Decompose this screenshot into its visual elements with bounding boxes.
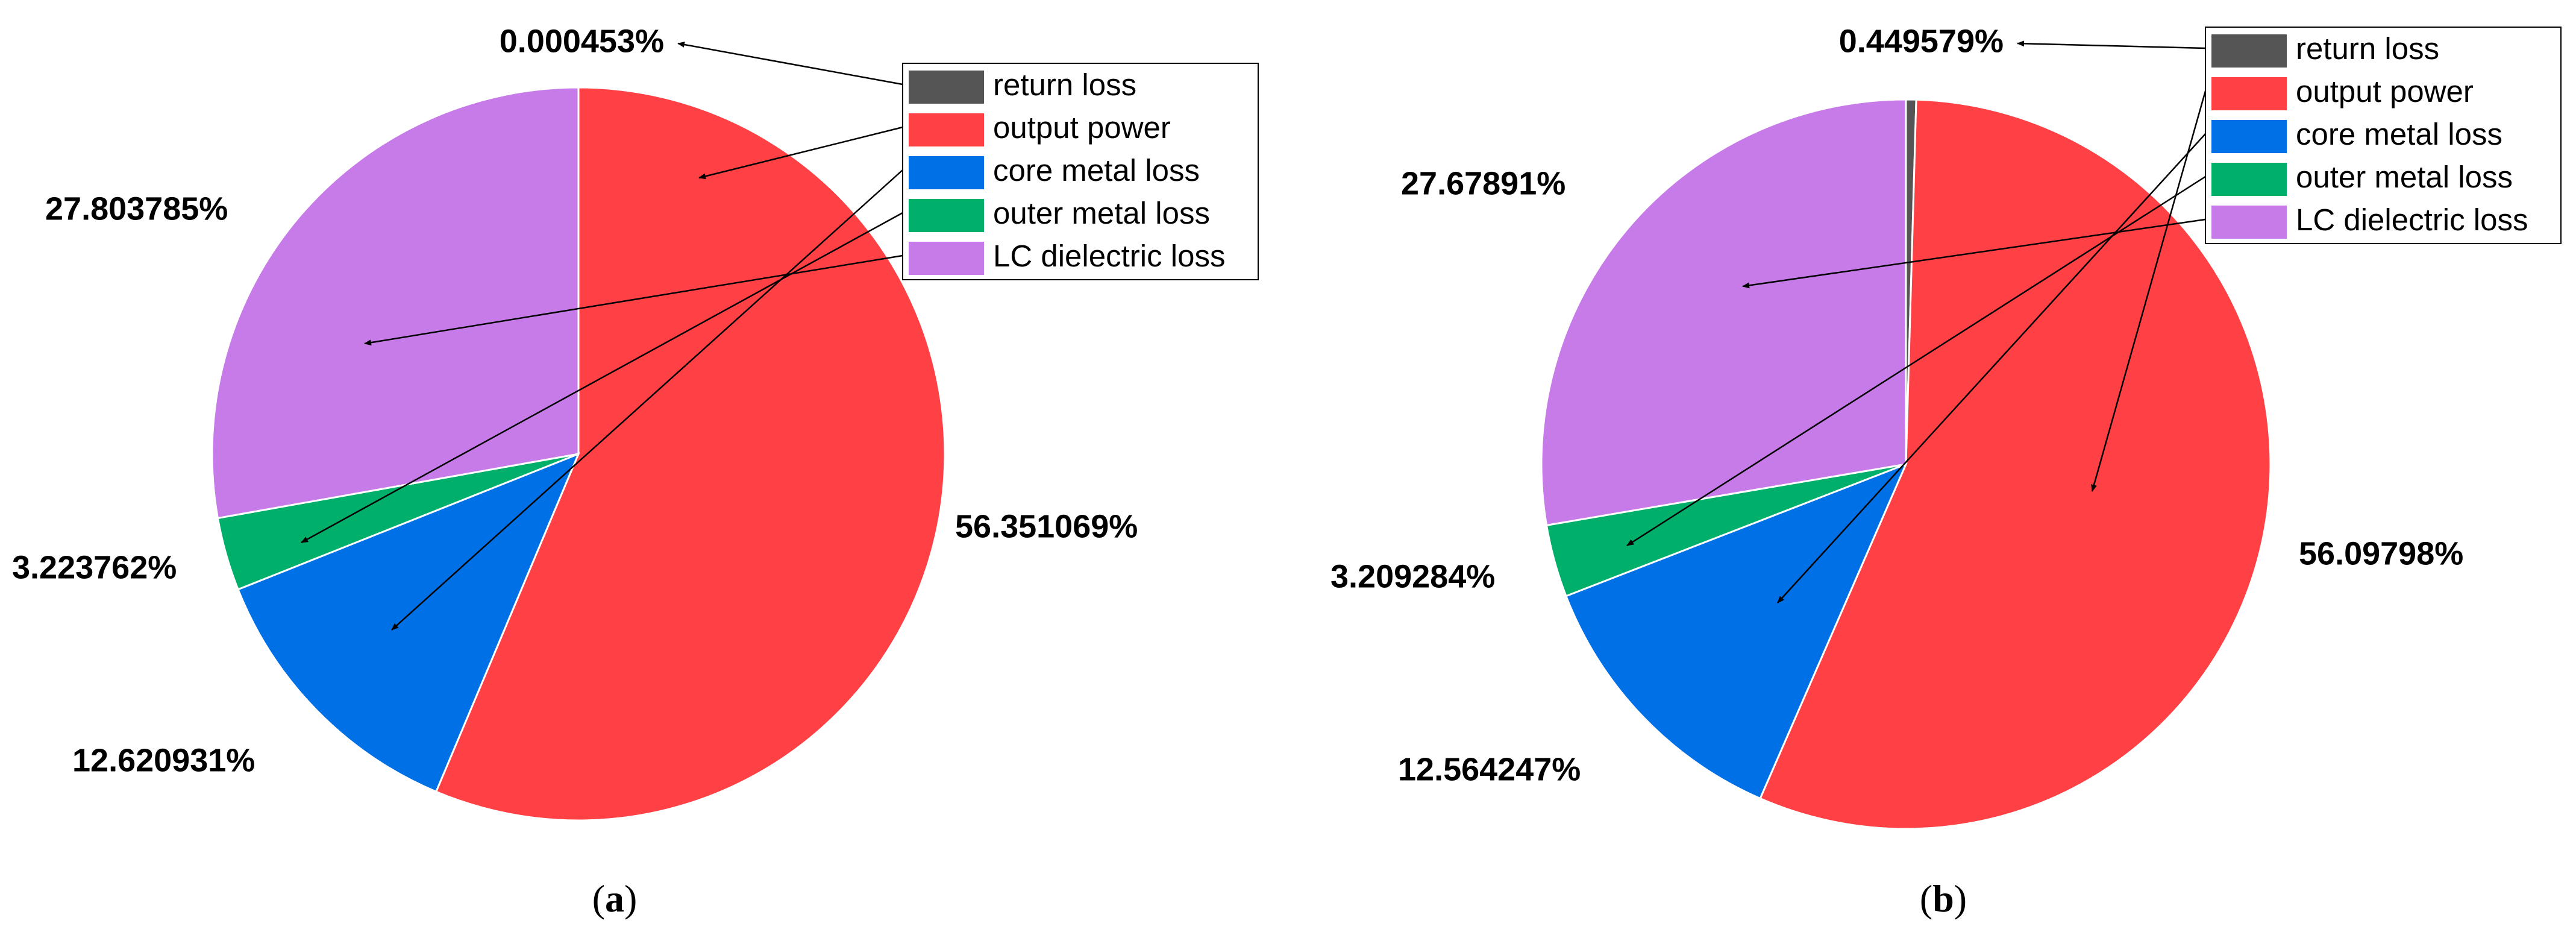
pointer-arrow-outer-metal-loss bbox=[301, 212, 903, 544]
pie-slice-lc-dielectric-loss bbox=[211, 86, 580, 520]
pointer-arrow-return-loss bbox=[677, 42, 903, 86]
legend-entry-lc-dielectric-loss: LC dielectric loss bbox=[2296, 203, 2528, 237]
panel-label: (a) bbox=[592, 877, 638, 920]
pie-slice-core-metal-loss bbox=[1564, 462, 1908, 800]
legend-entry-return-loss: return loss bbox=[993, 68, 1136, 102]
pointer-arrow-outer-metal-loss bbox=[1626, 175, 2206, 547]
data-label-return-loss: 0.449579% bbox=[1839, 23, 2004, 59]
pie-slice-output-power bbox=[434, 86, 946, 822]
legend-swatch-core-metal-loss bbox=[909, 156, 984, 189]
pointer-arrow-return-loss bbox=[2017, 40, 2206, 49]
pie-slice-lc-dielectric-loss bbox=[1540, 98, 1907, 527]
legend-swatch-outer-metal-loss bbox=[2211, 163, 2287, 196]
pointer-arrow-output-power bbox=[2091, 90, 2207, 492]
data-label-lc-dielectric-loss: 27.803785% bbox=[45, 190, 228, 227]
legend-swatch-lc-dielectric-loss bbox=[909, 242, 984, 275]
legend-entry-return-loss: return loss bbox=[2296, 31, 2439, 66]
pie-slice-output-power bbox=[1759, 98, 2272, 830]
legend-swatch-core-metal-loss bbox=[2211, 120, 2287, 153]
data-label-return-loss: 0.000453% bbox=[500, 23, 664, 59]
data-label-core-metal-loss: 12.620931% bbox=[72, 742, 255, 778]
legend-swatch-output-power bbox=[2211, 77, 2287, 110]
pointer-arrow-lc-dielectric-loss bbox=[1742, 218, 2206, 289]
pointer-arrow-core-metal-loss bbox=[1777, 133, 2206, 603]
legend-swatch-return-loss bbox=[2211, 34, 2287, 68]
pointer-arrow-lc-dielectric-loss bbox=[364, 254, 903, 346]
pointer-arrow-core-metal-loss bbox=[391, 169, 903, 631]
legend-entry-output-power: output power bbox=[2296, 74, 2474, 109]
data-label-output-power: 56.09798% bbox=[2299, 535, 2463, 571]
legend-entry-output-power: output power bbox=[993, 110, 1171, 145]
legend-entry-core-metal-loss: core metal loss bbox=[993, 153, 1200, 187]
legend-entry-outer-metal-loss: outer metal loss bbox=[2296, 160, 2513, 194]
data-label-output-power: 56.351069% bbox=[955, 508, 1138, 544]
data-label-outer-metal-loss: 3.209284% bbox=[1330, 558, 1495, 594]
legend-swatch-return-loss bbox=[909, 71, 984, 104]
legend: return loss output power core metal loss ou… bbox=[2205, 27, 2562, 244]
data-label-outer-metal-loss: 3.223762% bbox=[12, 549, 177, 585]
pointer-arrow-output-power bbox=[698, 126, 903, 180]
panel-label: (b) bbox=[1920, 877, 1967, 920]
legend-entry-core-metal-loss: core metal loss bbox=[2296, 117, 2502, 151]
legend-entry-outer-metal-loss: outer metal loss bbox=[993, 196, 1210, 230]
data-label-lc-dielectric-loss: 27.67891% bbox=[1401, 165, 1565, 201]
pie-panel-a: 0.000453% 56.351069% 12.620931% 3.223762% 27… bbox=[12, 23, 1259, 920]
data-label-core-metal-loss: 12.564247% bbox=[1398, 751, 1581, 787]
legend-entry-lc-dielectric-loss: LC dielectric loss bbox=[993, 239, 1225, 273]
legend-swatch-outer-metal-loss bbox=[909, 199, 984, 232]
legend: return loss output power core metal loss ou… bbox=[902, 63, 1259, 280]
legend-swatch-lc-dielectric-loss bbox=[2211, 206, 2287, 239]
legend-swatch-output-power bbox=[909, 113, 984, 146]
pie-panel-b: 0.449579% 56.09798% 12.564247% 3.209284% 27.… bbox=[1330, 23, 2562, 920]
